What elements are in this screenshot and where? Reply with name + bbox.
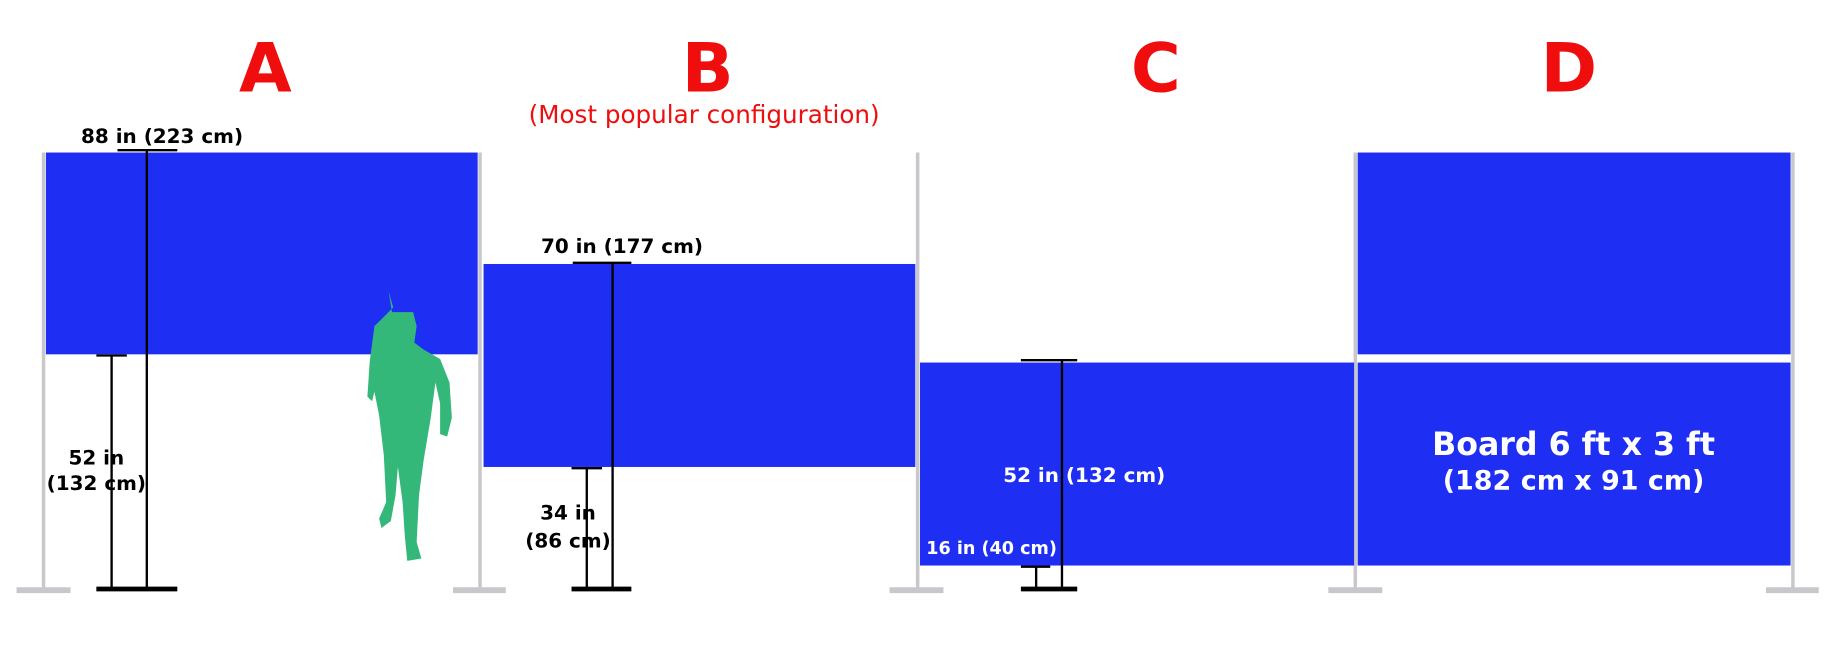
board-b	[483, 263, 916, 467]
board-d-top	[1357, 152, 1791, 355]
config-letter: C	[1131, 29, 1181, 108]
board-c	[920, 362, 1355, 566]
dimension-label: 16 in (40 cm)	[926, 539, 1057, 559]
config-letter: D	[1541, 29, 1597, 108]
dimension-label: (132 cm)	[47, 471, 146, 495]
dimension-label: 70 in (177 cm)	[541, 234, 703, 258]
board-d-bottom	[1357, 362, 1791, 566]
dimension-label: 52 in (132 cm)	[1003, 463, 1165, 487]
config-letter: B	[682, 29, 734, 108]
dimension-label: 52 in	[68, 445, 124, 469]
dimension-label: (86 cm)	[525, 529, 611, 553]
board-size: Board 6 ft x 3 ft	[1432, 427, 1715, 463]
dimension-lines	[1020, 359, 1078, 592]
dimension-label: 88 in (223 cm)	[81, 124, 243, 148]
config-subtitle: (Most popular configuration)	[529, 100, 880, 129]
board-size: (182 cm x 91 cm)	[1443, 466, 1705, 497]
posts	[16, 152, 1819, 594]
config-letter: A	[239, 29, 292, 108]
dimension-label: 34 in	[540, 500, 596, 524]
dimension-lines	[571, 261, 632, 592]
person	[367, 290, 452, 561]
dimension-lines	[96, 149, 178, 592]
